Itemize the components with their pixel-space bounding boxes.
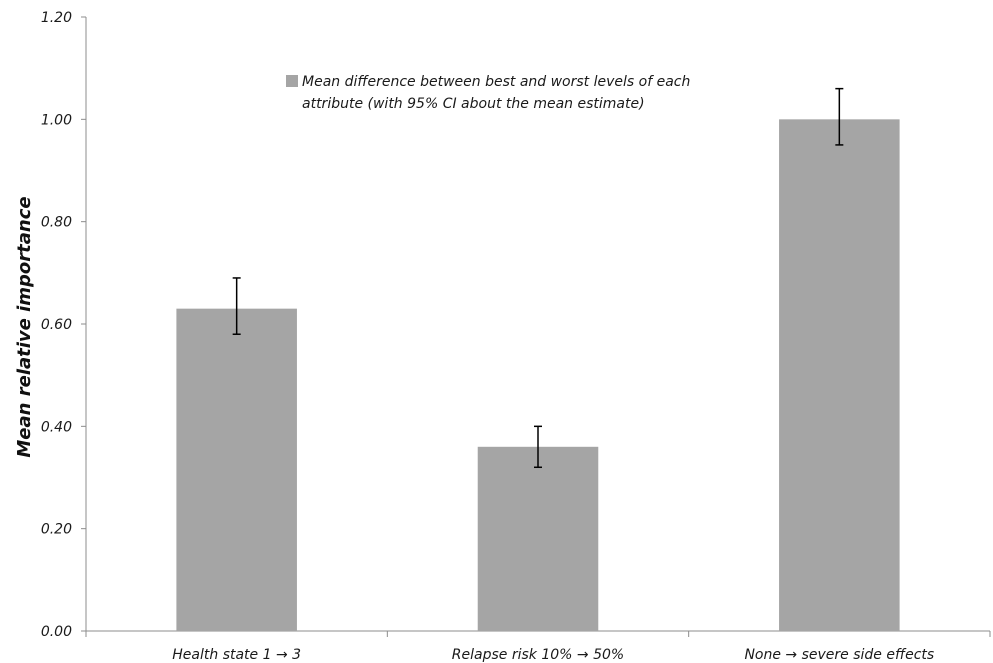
bar (779, 119, 900, 631)
bar (477, 446, 599, 631)
y-tick-label: 1.00 (41, 112, 72, 128)
x-tick-label: Health state 1 → 3 (172, 647, 301, 663)
y-tick-label: 0.20 (41, 522, 72, 538)
bars (176, 119, 900, 631)
y-tick-label: 1.20 (41, 10, 72, 26)
x-tick-label: None → severe side effects (744, 647, 934, 663)
legend: Mean difference between best and worst l… (286, 74, 690, 112)
error-bar (232, 277, 241, 335)
legend-label-line-1: Mean difference between best and worst l… (302, 74, 690, 90)
x-tick-label: Relapse risk 10% → 50% (452, 647, 624, 663)
y-axis-label: Mean relative importance (14, 196, 35, 457)
error-bars (232, 87, 844, 469)
legend-label-line-2: attribute (with 95% CI about the mean es… (302, 96, 645, 112)
y-tick-label: 0.00 (41, 624, 72, 640)
error-bar (534, 425, 542, 469)
y-tick-labels: 0.00 0.20 0.40 0.60 0.80 1.00 1.20 (41, 10, 72, 640)
x-tick-labels: Health state 1 → 3 Relapse risk 10% → 50%… (172, 647, 934, 663)
bar (176, 308, 297, 631)
error-bar (835, 87, 844, 146)
y-tick-label: 0.80 (41, 215, 72, 231)
y-tick-label: 0.40 (41, 419, 72, 435)
y-tick-label: 0.60 (41, 317, 72, 333)
legend-swatch (286, 75, 298, 87)
